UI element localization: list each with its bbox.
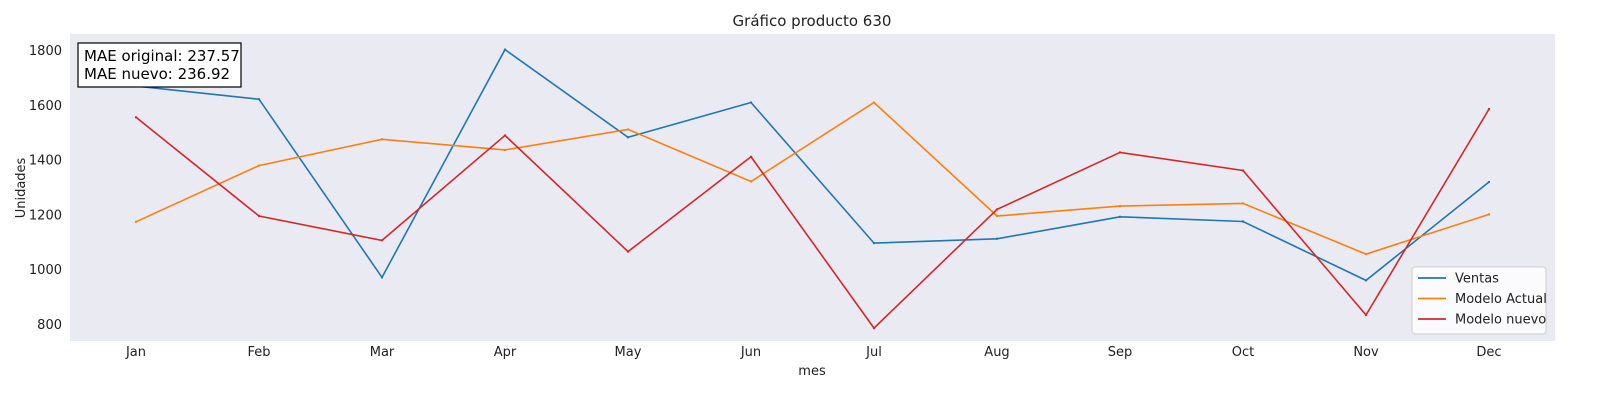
- y-tick-label: 1400: [29, 154, 62, 169]
- data-point: [380, 138, 384, 141]
- data-point: [626, 250, 630, 253]
- series-lines: [134, 48, 1491, 330]
- data-point: [995, 214, 999, 218]
- data-point: [1364, 279, 1368, 282]
- series-line-ventas: [135, 48, 1490, 282]
- annotation-line-1: MAE original: 237.57: [84, 47, 240, 65]
- data-point: [872, 326, 876, 330]
- data-point: [380, 239, 384, 242]
- y-axis-label: Unidades: [14, 157, 29, 218]
- data-point: [749, 180, 753, 183]
- annotation-line-2: MAE nuevo: 236.92: [84, 65, 230, 83]
- y-tick-label: 1200: [29, 208, 62, 223]
- x-tick-label: Nov: [1353, 345, 1379, 360]
- data-point: [257, 214, 261, 218]
- x-tick-label: Mar: [370, 345, 395, 360]
- data-point: [1487, 107, 1491, 111]
- data-point: [380, 276, 384, 279]
- data-point: [1241, 169, 1245, 172]
- series-line-modelo-actual: [135, 101, 1490, 255]
- chart-title: Gráfico producto 630: [733, 12, 892, 30]
- x-tick-label: May: [615, 345, 642, 360]
- x-tick-label: Aug: [984, 345, 1009, 360]
- mae-annotation: MAE original: 237.57 MAE nuevo: 236.92: [77, 42, 242, 88]
- data-point: [626, 128, 630, 131]
- data-point: [503, 134, 507, 137]
- x-tick-label: Dec: [1476, 345, 1501, 360]
- data-point: [872, 241, 876, 245]
- data-point: [1118, 151, 1122, 154]
- legend: Ventas Modelo Actual Modelo nuevo: [1411, 266, 1547, 335]
- x-tick-label: Feb: [247, 345, 270, 360]
- x-tick-label: Sep: [1108, 345, 1133, 360]
- x-axis: Jan Feb Mar Apr May Jun Jul Aug Sep Oct Nov Dec: [125, 345, 1502, 360]
- y-tick-label: 800: [37, 318, 62, 333]
- data-point: [626, 136, 630, 139]
- data-point: [1364, 313, 1368, 317]
- data-point: [1241, 220, 1245, 223]
- data-point: [503, 148, 507, 152]
- x-tick-label: Jun: [740, 345, 761, 360]
- y-tick-label: 1000: [29, 263, 62, 278]
- data-point: [1241, 202, 1245, 205]
- legend-label: Modelo nuevo: [1455, 313, 1546, 328]
- x-tick-label: Apr: [494, 345, 517, 360]
- data-point: [1364, 252, 1368, 256]
- data-point: [1118, 215, 1122, 219]
- series-line-modelo-nuevo: [135, 108, 1490, 330]
- data-point: [872, 101, 876, 104]
- annotation-box: [77, 42, 242, 88]
- data-point: [257, 98, 261, 101]
- data-point: [503, 48, 507, 51]
- legend-label: Ventas: [1455, 272, 1499, 287]
- y-tick-label: 1600: [29, 99, 62, 114]
- legend-box: [1411, 266, 1547, 335]
- data-point: [749, 155, 753, 158]
- y-axis: 800 1000 1200 1400 1600 1800: [29, 44, 62, 333]
- data-point: [257, 164, 261, 167]
- legend-label: Modelo Actual: [1455, 292, 1547, 307]
- x-axis-label: mes: [798, 364, 826, 379]
- data-point: [1487, 213, 1491, 216]
- data-point: [749, 101, 753, 104]
- data-point: [1118, 204, 1122, 208]
- x-tick-label: Jul: [865, 345, 882, 360]
- plot-area: [70, 34, 1555, 341]
- data-point: [134, 220, 138, 223]
- y-tick-label: 1800: [29, 44, 62, 59]
- data-point: [995, 237, 999, 240]
- data-point: [1487, 180, 1491, 184]
- data-point: [134, 116, 138, 119]
- x-tick-label: Jan: [125, 345, 146, 360]
- data-point: [995, 208, 999, 211]
- x-tick-label: Oct: [1232, 345, 1254, 360]
